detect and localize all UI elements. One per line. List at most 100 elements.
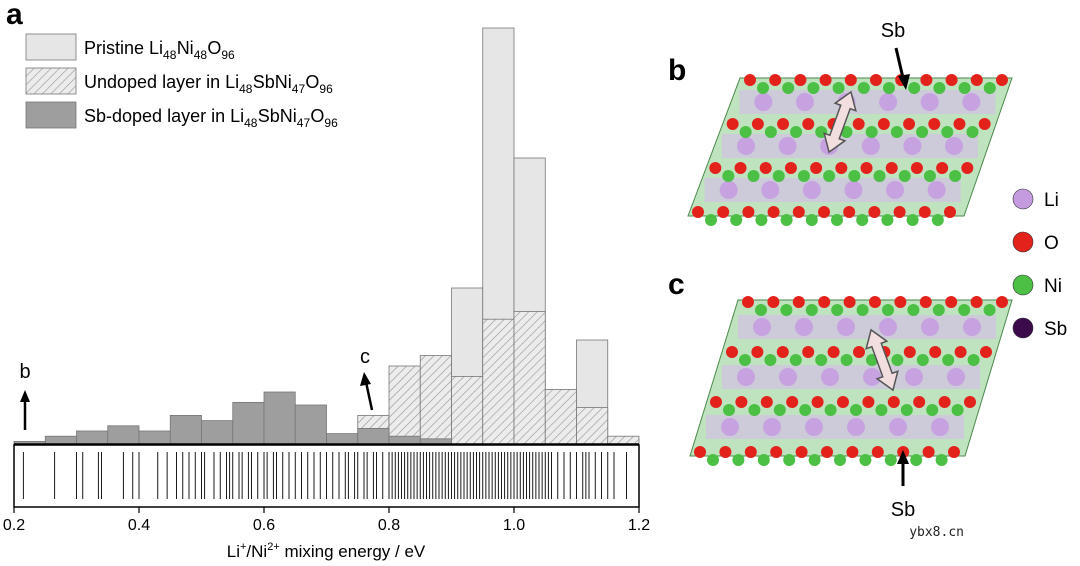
o-atom [970,74,983,86]
bar-sb-doped [357,427,390,445]
structure-c-atoms [694,296,1008,466]
o-atom [767,296,780,308]
ni-atom [935,454,948,466]
atom-legend-swatch [1012,274,1034,296]
atom-legend-label: Li [1044,190,1059,211]
o-atom [794,74,807,86]
ni-atom [966,126,979,138]
ni-atom [875,404,888,416]
o-atom [759,162,772,174]
ni-atom [780,304,793,316]
o-atom [811,396,824,408]
o-atom [948,446,960,458]
ni-atom [942,354,955,366]
o-atom [945,74,958,86]
o-atom [910,162,923,174]
bar-undoped [607,435,640,445]
o-atom [885,162,898,174]
bar-undoped [482,318,515,445]
o-atom [844,74,857,86]
o-atom [970,296,983,308]
ni-atom [773,404,786,416]
bar-sb-doped [326,433,359,445]
ni-atom [916,126,929,138]
o-atom [777,118,790,130]
x-axis: 0.2 0.4 0.6 0.8 1.0 1.2 [3,507,650,534]
o-atom [938,396,951,408]
ni-atom [807,82,820,94]
li-atom [754,93,773,111]
o-atom [918,206,931,218]
ni-atom [941,126,954,138]
ni-atom [910,454,923,466]
o-atom [843,296,856,308]
series-undoped-layer [357,310,640,445]
bar-sb-doped [232,401,265,445]
atom-legend-label: Sb [1044,319,1067,340]
o-atom [726,346,738,358]
ni-atom [805,214,818,226]
x-tick-label: 0.2 [3,517,25,534]
ni-atom [790,126,803,138]
atom-legend-label: Ni [1044,276,1062,297]
atom-legend: Li O Ni Sb [1012,188,1067,340]
atom-legend-swatch [1012,231,1034,253]
panel-label-c: c [668,268,685,301]
bar-sb-doped [76,430,109,445]
ni-atom [856,304,869,316]
o-atom [784,162,797,174]
ni-atom [783,454,796,466]
o-atom [996,296,1008,308]
o-atom [744,446,757,458]
li-atom [753,318,771,336]
o-atom [710,396,722,408]
ni-atom [799,404,812,416]
o-atom [802,346,815,358]
o-atom [936,162,949,174]
swap-arrow-b [823,90,857,154]
li-atom [903,137,922,155]
o-atom [944,206,956,218]
legend-label: Undoped layer in Li48 SbNi47 O96 [84,72,333,96]
ni-atom [882,304,894,316]
o-atom [996,74,1008,86]
legend-swatch [25,101,77,129]
o-atom [903,118,916,130]
ni-atom [757,82,769,94]
o-atom [717,206,730,218]
bar-sb-doped [107,425,140,445]
ni-atom [764,354,777,366]
li-atom [737,368,755,386]
ni-atom [951,404,964,416]
atom-legend-swatch [1012,317,1034,339]
structure-panel-b: b Sb [668,20,1013,226]
li-atom [821,368,839,386]
ni-atom [949,170,962,182]
o-atom [770,446,783,458]
o-atom [827,346,840,358]
bar-undoped [388,365,421,445]
li-atom [805,418,823,436]
o-atom [964,396,976,408]
o-atom [821,446,833,458]
li-atom [927,181,946,199]
o-atom [843,206,856,218]
li-atom [931,418,949,436]
sb-top-arrow [894,47,905,79]
ni-atom [908,82,921,94]
o-atom [922,446,935,458]
atom-legend-swatch [1012,188,1034,210]
ni-atom [739,354,751,366]
ni-atom [906,214,919,226]
bar-sb-doped [169,414,202,445]
li-atom [837,318,855,336]
o-atom [744,74,756,86]
ni-atom [856,214,869,226]
o-atom [818,206,830,218]
ni-atom [923,170,936,182]
ni-atom [805,304,818,316]
li-layer [738,315,996,339]
ni-atom [900,404,913,416]
li-atom [947,368,965,386]
bar-undoped [513,310,546,445]
